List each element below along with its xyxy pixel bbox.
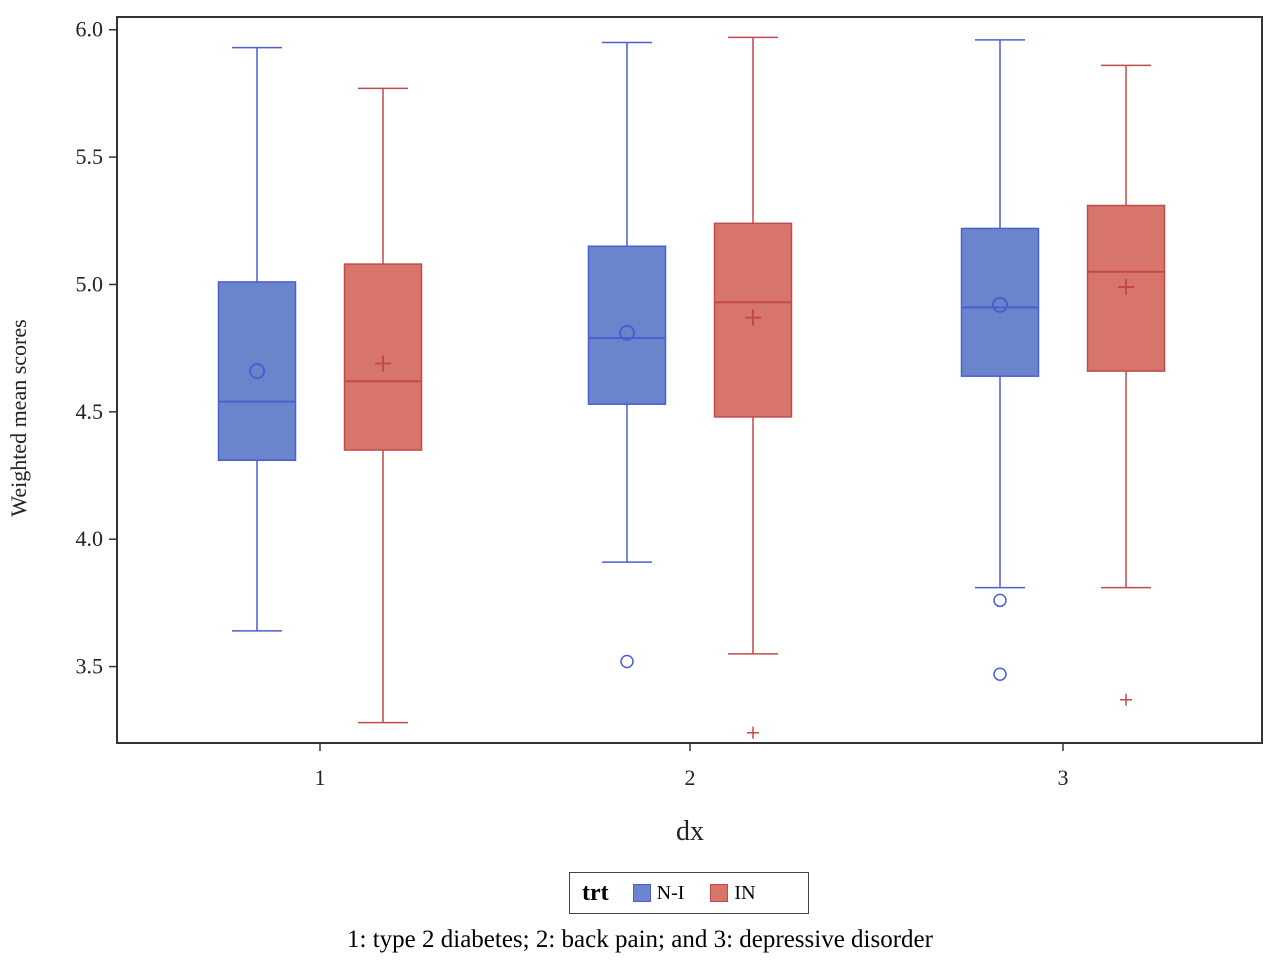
box-group-in-2 bbox=[713, 36, 793, 739]
outlier-point bbox=[993, 667, 1007, 681]
y-tick-label: 5.0 bbox=[76, 271, 104, 296]
outlier-point bbox=[1120, 693, 1132, 706]
mean-marker bbox=[992, 296, 1008, 313]
legend-label-in: IN bbox=[734, 881, 756, 904]
legend-swatch-in bbox=[710, 884, 729, 902]
y-tick-label: 6.0 bbox=[76, 17, 104, 42]
y-tick-label: 4.5 bbox=[76, 399, 104, 424]
y-tick-label: 5.5 bbox=[76, 144, 104, 169]
mean-marker bbox=[249, 363, 265, 380]
legend: trt N-I IN bbox=[569, 872, 809, 914]
x-tick-label: 2 bbox=[685, 765, 696, 790]
legend-label-ni: N-I bbox=[656, 881, 685, 904]
x-tick-label: 1 bbox=[315, 765, 326, 790]
mean-marker bbox=[375, 355, 391, 372]
box-group-ni-1 bbox=[217, 46, 297, 632]
iqr-box bbox=[217, 281, 297, 461]
x-axis-title: dx bbox=[676, 816, 704, 847]
axes: 3.5 4.0 4.5 5.0 5.5 6.0 1 2 3 bbox=[76, 16, 1263, 790]
mean-marker bbox=[619, 324, 635, 341]
chart-marks bbox=[217, 36, 1166, 739]
mean-marker bbox=[745, 309, 761, 326]
y-tick-label: 3.5 bbox=[76, 654, 104, 679]
legend-item-ni: N-I bbox=[632, 881, 685, 905]
iqr-box bbox=[960, 227, 1040, 377]
box-group-ni-3 bbox=[960, 39, 1040, 681]
legend-title: trt bbox=[582, 879, 609, 906]
outlier-point bbox=[620, 654, 634, 669]
legend-item-in: IN bbox=[710, 881, 756, 905]
figure-caption: 1: type 2 diabetes; 2: back pain; and 3:… bbox=[347, 926, 933, 953]
box-group-ni-2 bbox=[587, 41, 667, 669]
legend-swatch-ni bbox=[632, 884, 651, 902]
y-axis-title: Weighted mean scores bbox=[6, 319, 31, 516]
outlier-point bbox=[747, 726, 759, 739]
y-tick-label: 4.0 bbox=[76, 526, 104, 551]
outlier-point bbox=[993, 593, 1007, 608]
mean-marker bbox=[1118, 279, 1134, 296]
box-group-in-1 bbox=[343, 87, 423, 724]
x-tick-label: 3 bbox=[1058, 765, 1069, 790]
box-group-in-3 bbox=[1086, 64, 1166, 706]
